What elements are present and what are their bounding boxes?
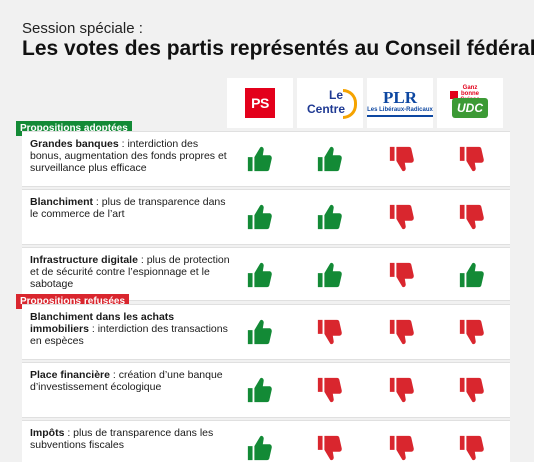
thumbs-up-icon [245,142,275,176]
proposal-title: Place financière [30,369,110,381]
thumbs-up-icon [245,373,275,407]
thumbs-up-icon [245,315,275,349]
thumbs-down-icon [457,200,487,234]
thumbs-up-icon [315,200,345,234]
thumbs-up-icon [245,258,275,292]
proposal-description: Blanchiment : plus de transparence dans … [30,196,230,220]
thumbs-down-icon [387,373,417,407]
thumbs-down-icon [457,431,487,462]
party-logo-udc: Ganz bonne Suisse UDC [437,78,503,128]
thumbs-down-icon [387,431,417,462]
proposal-title: Infrastructure digitale [30,254,138,266]
udc-logo-icon: Ganz bonne Suisse UDC [448,85,492,121]
header-subtitle: Session spéciale : [22,20,143,37]
proposal-row: Blanchiment : plus de transparence dans … [22,189,510,245]
thumbs-down-icon [387,200,417,234]
ps-logo-icon: PS [245,88,275,118]
thumbs-down-icon [457,315,487,349]
party-logo-centre: Le Centre [297,78,363,128]
party-logo-ps: PS [227,78,293,128]
thumbs-down-icon [315,431,345,462]
thumbs-up-icon [245,431,275,462]
proposal-description: Place financière : création d’une banque… [30,369,230,393]
thumbs-down-icon [315,373,345,407]
thumbs-up-icon [245,200,275,234]
party-logo-plr: PLR Les Libéraux-Radicaux [367,78,433,128]
proposal-description: Blanchiment dans les achats immobiliers … [30,311,230,347]
proposal-row: Grandes banques : interdiction des bonus… [22,131,510,187]
proposal-description: Grandes banques : interdiction des bonus… [30,138,230,174]
proposal-row: Impôts : plus de transparence dans les s… [22,420,510,462]
proposal-title: Grandes banques [30,138,119,150]
thumbs-up-icon [315,142,345,176]
proposal-row: Infrastructure digitale : plus de protec… [22,247,510,301]
proposal-title: Impôts [30,427,64,439]
proposal-row: Place financière : création d’une banque… [22,362,510,418]
thumbs-down-icon [387,258,417,292]
proposal-description: Infrastructure digitale : plus de protec… [30,254,230,290]
proposal-row: Blanchiment dans les achats immobiliers … [22,304,510,360]
page-title: Les votes des partis représentés au Cons… [22,37,534,61]
thumbs-down-icon [387,142,417,176]
thumbs-down-icon [457,142,487,176]
proposal-description: Impôts : plus de transparence dans les s… [30,427,230,451]
thumbs-down-icon [387,315,417,349]
centre-logo-icon: Le Centre [303,86,357,120]
thumbs-up-icon [457,258,487,292]
thumbs-down-icon [457,373,487,407]
proposal-title: Blanchiment [30,196,93,208]
thumbs-down-icon [315,315,345,349]
plr-logo-icon: PLR Les Libéraux-Radicaux [367,89,433,117]
thumbs-up-icon [315,258,345,292]
